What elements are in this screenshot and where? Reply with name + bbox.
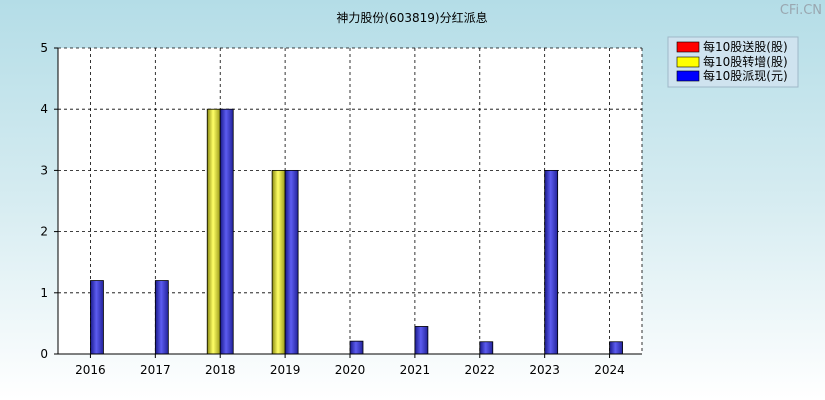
y-tick-label: 5 — [40, 41, 48, 55]
bar-zhuan — [271, 169, 286, 355]
y-tick-label: 0 — [40, 347, 48, 361]
x-tick-label: 2017 — [140, 363, 171, 377]
legend-swatch-pai — [676, 70, 700, 82]
bar-pai — [154, 280, 169, 355]
legend: 每10股送股(股) 每10股转增(股) 每10股派现(元) — [667, 36, 799, 88]
x-tick-label: 2022 — [465, 363, 496, 377]
bar-zhuan — [206, 108, 221, 355]
y-tick-label: 2 — [40, 225, 48, 239]
bar-pai — [414, 326, 429, 355]
y-tick-label: 3 — [40, 163, 48, 177]
chart-title: 神力股份(603819)分红派息 — [336, 10, 487, 25]
x-tick-label: 2020 — [335, 363, 366, 377]
bar-pai — [90, 280, 104, 355]
watermark: CFi.CN — [780, 3, 822, 18]
x-tick-label: 2023 — [529, 363, 560, 377]
bar-pai — [609, 341, 623, 355]
x-tick-label: 2019 — [270, 363, 301, 377]
legend-label-pai: 每10股派现(元) — [703, 68, 788, 83]
bar-pai — [349, 340, 364, 355]
y-tick-label: 4 — [40, 102, 48, 116]
legend-label-song: 每10股送股(股) — [703, 39, 788, 54]
legend-swatch-zhuan — [676, 56, 700, 68]
bar-pai — [544, 169, 559, 355]
x-tick-label: 2018 — [205, 363, 236, 377]
legend-swatch-song — [676, 41, 700, 53]
legend-label-zhuan: 每10股转增(股) — [703, 54, 788, 69]
bar-pai — [219, 108, 234, 355]
y-tick-label: 1 — [40, 286, 48, 300]
x-tick-label: 2024 — [594, 363, 625, 377]
x-tick-label: 2021 — [400, 363, 431, 377]
bar-pai — [479, 341, 494, 355]
bar-pai — [284, 169, 299, 355]
axes: 0 1 2 3 4 5 2016 2017 2018 2019 2020 2021 2022 2023 20… — [40, 41, 642, 377]
x-tick-label: 2016 — [75, 363, 106, 377]
